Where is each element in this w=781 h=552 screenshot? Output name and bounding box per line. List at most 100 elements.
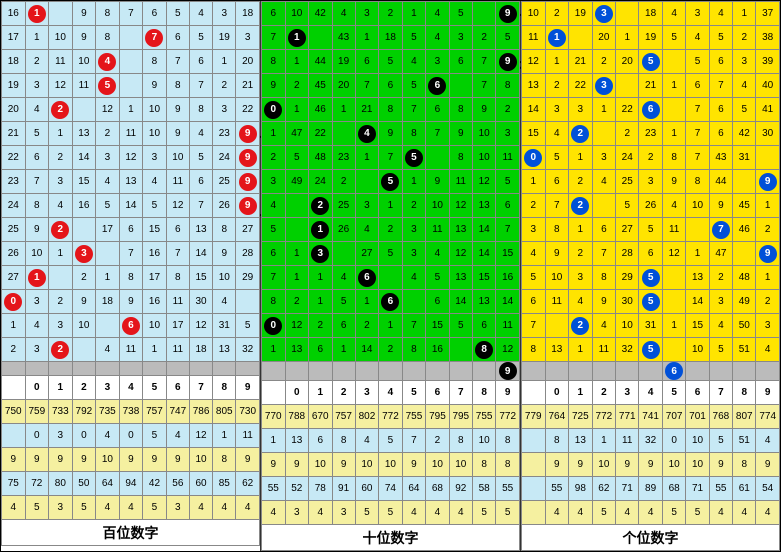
cell: 26 (213, 194, 236, 218)
cell: 6 (25, 146, 49, 170)
sum-cell: 9 (143, 448, 167, 472)
cell: 14 (449, 290, 472, 314)
cell: 10 (143, 98, 167, 122)
cell: 1 (285, 26, 309, 50)
cell: 5 (639, 50, 663, 74)
cell: 3 (426, 50, 450, 74)
row-lead: 5 (262, 218, 286, 242)
cell: 8 (166, 266, 189, 290)
cell (355, 170, 379, 194)
cell: 4 (709, 2, 733, 26)
cell: 6 (332, 314, 355, 338)
sum-cell: 802 (355, 405, 379, 429)
cell: 5 (496, 170, 520, 194)
cell: 5 (545, 146, 569, 170)
cell: 45 (309, 74, 333, 98)
row-lead: 0 (262, 98, 286, 122)
panel-label: 个位数字 (522, 525, 780, 551)
cell (545, 314, 569, 338)
sum-cell: 11 (616, 429, 639, 453)
cell: 12 (449, 242, 472, 266)
cell: 17 (166, 314, 189, 338)
sum-cell: 52 (285, 477, 309, 501)
gray-cell (569, 362, 593, 381)
cell: 25 (213, 170, 236, 194)
cell: 9 (496, 2, 520, 26)
cell: 6 (496, 194, 520, 218)
cell: 6 (119, 314, 143, 338)
sum-cell: 10 (472, 429, 496, 453)
cell: 2 (733, 26, 756, 50)
cell: 51 (733, 338, 756, 362)
cell: 8 (496, 74, 520, 98)
cell: 3 (49, 170, 73, 194)
cell: 8 (449, 98, 472, 122)
cell: 3 (686, 2, 709, 26)
cell: 31 (733, 146, 756, 170)
row-lead: 23 (2, 170, 26, 194)
sum-cell: 9 (25, 448, 49, 472)
cell: 3 (309, 242, 333, 266)
digit-hdr: 6 (686, 381, 709, 405)
gray-cell: 6 (662, 362, 686, 381)
sum-cell: 0 (72, 424, 96, 448)
cell: 13 (213, 338, 236, 362)
cell: 4 (756, 338, 780, 362)
ball: 5 (642, 341, 660, 359)
cell: 10 (545, 266, 569, 290)
cell (72, 98, 96, 122)
sum-cell: 8 (213, 448, 236, 472)
cell: 1 (756, 266, 780, 290)
cell: 4 (189, 122, 212, 146)
cell: 4 (143, 170, 167, 194)
sum-cell: 72 (25, 472, 49, 496)
row-lead: 2 (2, 338, 26, 362)
cell: 4 (662, 2, 686, 26)
sum-cell: 3 (166, 496, 189, 520)
cell: 9 (236, 122, 260, 146)
cell: 9 (236, 194, 260, 218)
sum-cell: 757 (143, 400, 167, 424)
cell: 13 (472, 194, 496, 218)
cell: 24 (213, 146, 236, 170)
row-lead: 3 (522, 218, 546, 242)
cell: 1 (332, 98, 355, 122)
cell: 4 (426, 2, 450, 26)
cell (756, 146, 780, 170)
cell: 1 (402, 170, 426, 194)
cell: 4 (569, 290, 593, 314)
sum-cell: 71 (616, 477, 639, 501)
cell: 7 (355, 74, 379, 98)
sum-cell: 755 (402, 405, 426, 429)
row-lead: 17 (2, 26, 26, 50)
cell: 6 (426, 74, 450, 98)
gray-cell (449, 362, 472, 381)
sum-cell: 4 (309, 501, 333, 525)
gray-cell (545, 362, 569, 381)
sum-cell: 8 (472, 453, 496, 477)
cell: 1 (379, 194, 403, 218)
ball: 9 (239, 197, 257, 215)
ball: 9 (499, 53, 517, 71)
cell: 14 (72, 146, 96, 170)
ball: 5 (405, 149, 423, 167)
cell: 3 (592, 74, 616, 98)
ball: 2 (571, 317, 589, 335)
cell: 4 (733, 74, 756, 98)
cell: 1 (569, 218, 593, 242)
cell: 26 (332, 218, 355, 242)
cell: 17 (143, 266, 167, 290)
cell: 5 (616, 194, 639, 218)
cell: 13 (119, 170, 143, 194)
sum-cell: 774 (756, 405, 780, 429)
cell: 9 (709, 194, 733, 218)
cell: 1 (545, 26, 569, 50)
cell: 3 (569, 266, 593, 290)
cell: 6 (709, 50, 733, 74)
sum-cell: 4 (262, 501, 286, 525)
cell: 6 (639, 98, 663, 122)
cell: 4 (355, 218, 379, 242)
cell: 2 (569, 314, 593, 338)
cell: 7 (189, 74, 212, 98)
cell: 7 (545, 194, 569, 218)
